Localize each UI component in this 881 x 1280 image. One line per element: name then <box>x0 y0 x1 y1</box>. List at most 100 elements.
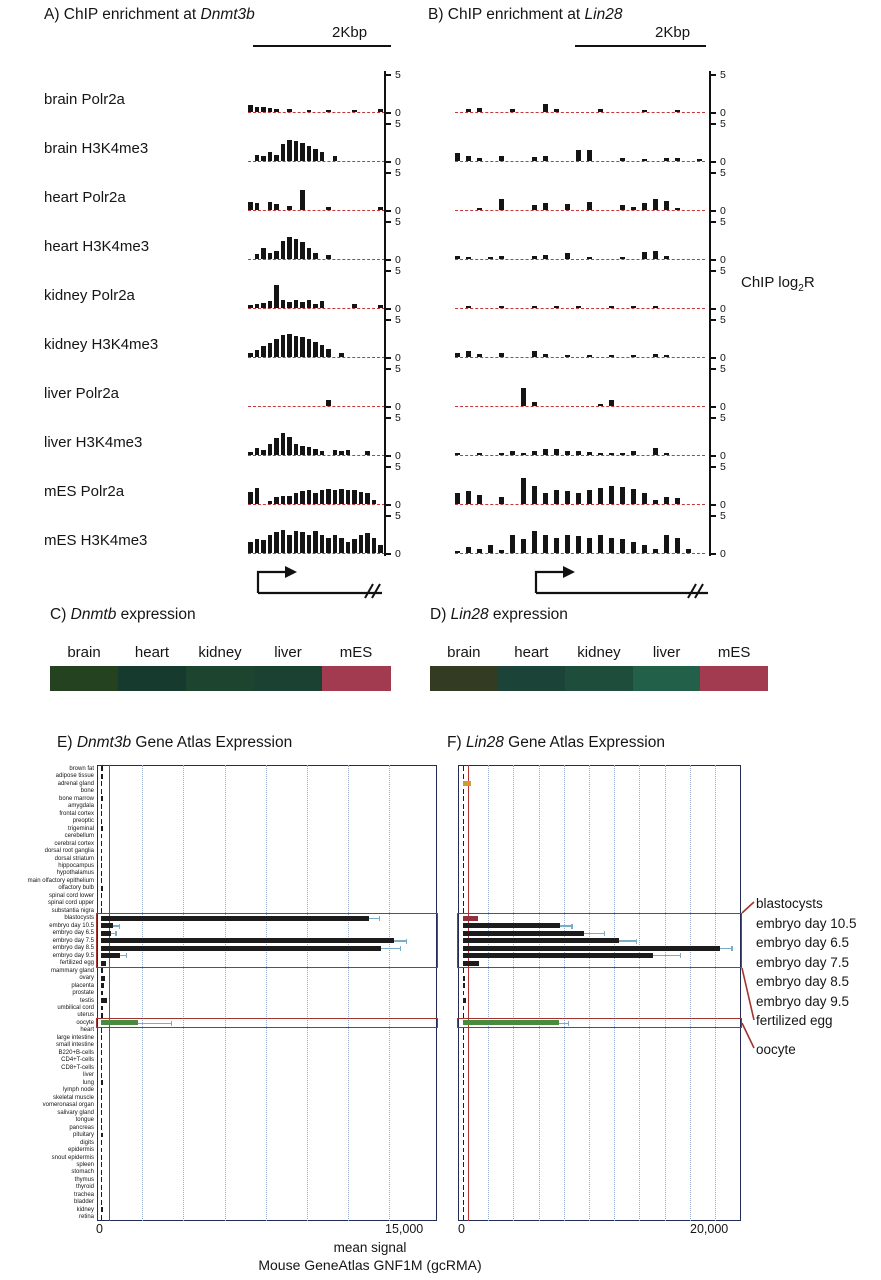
chip-bar <box>274 532 279 553</box>
atlas-tissue-label: oocyte <box>76 1019 94 1026</box>
panel-b-gene-name: Lin28 <box>584 6 623 23</box>
atlas-gridline <box>307 765 308 1221</box>
gene-model-b <box>534 566 708 599</box>
chip-bar <box>521 388 526 406</box>
atlas-error-cap <box>731 946 733 951</box>
panel-b-title: B) ChIP enrichment at Lin28 <box>428 6 622 24</box>
chip-bar <box>280 433 285 455</box>
chip-bar <box>554 306 559 308</box>
atlas-bar <box>463 773 464 779</box>
chip-track-b-6 <box>455 369 705 407</box>
gene-break-slashes <box>364 583 381 599</box>
chip-track-a-5 <box>248 320 385 358</box>
atlas-bar <box>101 990 103 996</box>
atlas-threshold-line <box>468 765 470 1221</box>
chip-track-label: brain Polr2a <box>44 91 125 108</box>
chip-bar <box>287 140 292 161</box>
atlas-tissue-label: substantia nigra <box>51 907 94 914</box>
atlas-plot-f <box>458 765 741 1221</box>
chip-bar <box>598 453 603 455</box>
chip-bar <box>274 285 279 308</box>
atlas-bar <box>463 1214 464 1220</box>
atlas-tissue-label: placenta <box>71 982 94 989</box>
atlas-bar <box>463 1147 464 1153</box>
atlas-gridline <box>715 765 716 1221</box>
chip-axis-tick <box>711 123 716 125</box>
atlas-gridline <box>183 765 185 1221</box>
atlas-tissue-label: stomach <box>71 1169 94 1176</box>
callout-label: embryo day 10.5 <box>756 915 857 931</box>
heatmap-tissue-label: kidney <box>577 644 621 661</box>
chip-axis-tick <box>386 112 391 114</box>
atlas-tissue-label: hypothalamus <box>56 870 94 877</box>
chip-axis-tick-label: 5 <box>720 216 726 228</box>
atlas-tissue-label: trachea <box>73 1191 94 1198</box>
atlas-bar <box>463 1177 464 1183</box>
chip-bar <box>293 336 298 357</box>
atlas-bar <box>101 960 107 966</box>
chip-bar <box>365 493 370 504</box>
chip-axis-tick-label: 5 <box>395 69 401 81</box>
chip-track-a-8 <box>248 467 385 505</box>
atlas-bar <box>101 1005 103 1011</box>
heatmap-cell <box>322 666 391 691</box>
atlas-tissue-label: fertilized egg <box>59 960 94 967</box>
chip-axis-tick <box>386 357 391 359</box>
panel-a-title-text: A) ChIP enrichment at <box>44 6 201 23</box>
atlas-bar <box>101 1192 102 1198</box>
chip-bar <box>576 536 581 553</box>
chip-bar <box>466 156 471 161</box>
chip-bar <box>267 343 272 357</box>
chip-bar <box>293 531 298 553</box>
scale-bar-a-label: 2Kbp <box>332 24 368 41</box>
scale-bar-b <box>575 45 706 47</box>
atlas-tissue-label: B220+B-cells <box>58 1049 94 1056</box>
chip-bar <box>510 535 515 553</box>
chip-axis-tick-label: 0 <box>395 156 401 168</box>
chip-bar <box>532 531 537 553</box>
chip-bar <box>287 109 292 112</box>
chip-axis-tick <box>711 406 716 408</box>
chip-bar <box>521 478 526 504</box>
atlas-bar <box>101 1035 103 1041</box>
chip-bar <box>306 535 311 553</box>
chip-axis-tick-label: 5 <box>720 118 726 130</box>
atlas-error-cap <box>125 953 127 959</box>
chip-bar <box>306 248 311 259</box>
chip-bar <box>664 535 669 553</box>
chip-bar <box>319 490 324 504</box>
chip-bar <box>313 449 318 455</box>
chip-axis-tick-label: 5 <box>395 412 401 424</box>
heatmap-tissue-label: heart <box>134 644 170 661</box>
chip-bar <box>565 204 570 210</box>
atlas-tissue-label: embryo day 6.5 <box>52 930 94 937</box>
atlas-error-bar <box>619 940 636 942</box>
chip-bar <box>261 450 266 455</box>
chip-axis-tick <box>711 455 716 457</box>
chip-bar <box>653 354 658 357</box>
atlas-bar <box>101 1042 103 1048</box>
atlas-bar <box>463 781 471 787</box>
chip-bar <box>587 257 592 259</box>
atlas-bar <box>101 915 369 921</box>
chip-bar <box>631 542 636 553</box>
chip-axis-tick <box>386 406 391 408</box>
atlas-tissue-label: epidermis <box>67 1147 94 1154</box>
atlas-error-cap <box>604 931 606 937</box>
atlas-tissue-label: hippocampus <box>58 862 94 869</box>
atlas-bar <box>463 990 464 996</box>
chip-bar <box>609 306 614 308</box>
chip-track-label: liver Polr2a <box>44 385 120 402</box>
chip-bar <box>499 306 504 308</box>
panel-d-title: D) Lin28 expression <box>430 606 568 624</box>
chip-bar <box>653 500 658 504</box>
chip-bar <box>455 256 460 259</box>
atlas-tissue-label: dorsal root ganglia <box>44 848 94 855</box>
atlas-bar <box>101 870 103 876</box>
chip-bar <box>642 110 647 112</box>
atlas-tissue-label: heart <box>80 1027 94 1034</box>
panel-f-gene-name: Lin28 <box>465 734 504 751</box>
chip-bar <box>631 355 636 357</box>
chip-bar <box>274 497 279 504</box>
panel-e-gene-name: Dnmt3b <box>76 734 132 751</box>
